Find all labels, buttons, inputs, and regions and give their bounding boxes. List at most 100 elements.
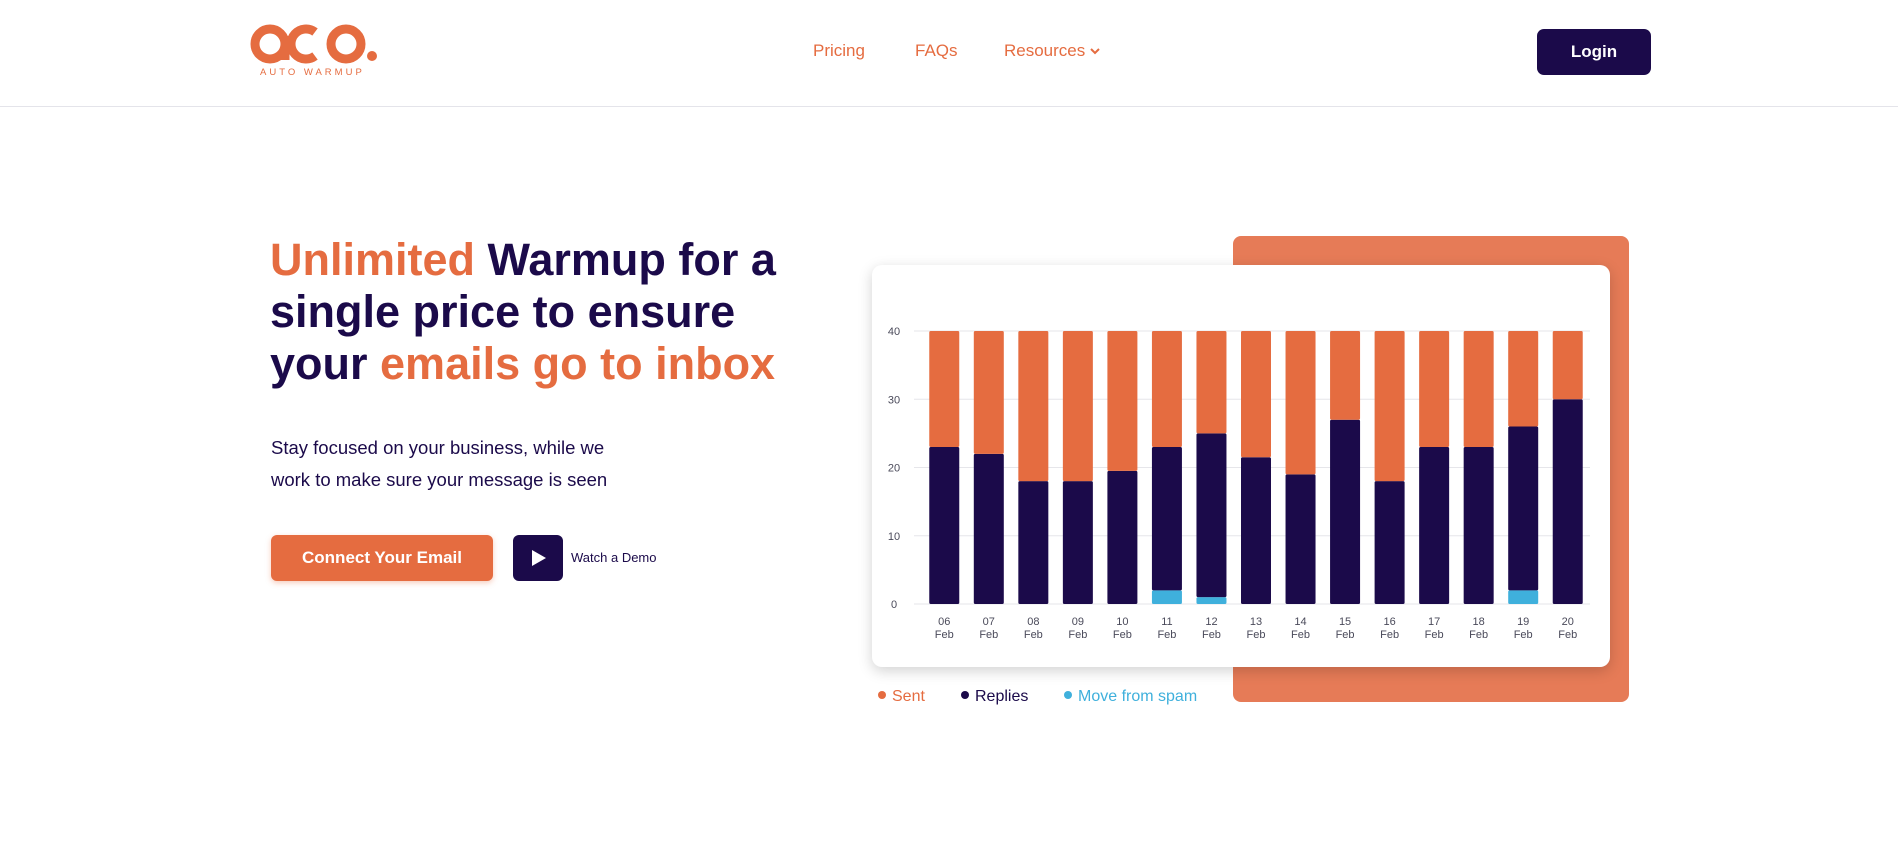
x-tick-label-month: Feb	[1247, 629, 1266, 641]
hero-subtitle: Stay focused on your business, while we w…	[271, 432, 671, 496]
x-tick-label: 08	[1027, 616, 1039, 628]
bar-replies	[973, 453, 1004, 604]
bar-replies	[1018, 481, 1049, 604]
bar-replies	[1151, 447, 1182, 591]
x-tick-label: 07	[983, 616, 995, 628]
x-tick-label: 19	[1517, 616, 1529, 628]
bar-replies	[1508, 426, 1539, 591]
x-tick-label-month: Feb	[1425, 629, 1444, 641]
bar-replies	[1196, 433, 1227, 598]
legend-label-replies: Replies	[975, 688, 1029, 705]
bar-sent	[1285, 331, 1316, 475]
bar-move-from-spam	[1508, 590, 1539, 604]
bar-sent	[1196, 331, 1227, 434]
hero-subtitle-line-1: Stay focused on your business, while we	[271, 437, 605, 458]
site-header: AUTO WARMUP Pricing FAQs Resources Login	[0, 0, 1898, 107]
bar-sent	[929, 331, 960, 448]
x-tick-label-month: Feb	[1558, 629, 1577, 641]
x-tick-label: 18	[1473, 616, 1485, 628]
bar-sent	[973, 331, 1004, 454]
bar-replies	[1241, 457, 1271, 604]
nav-resources-link[interactable]: Resources	[1004, 41, 1100, 61]
connect-email-button[interactable]: Connect Your Email	[271, 535, 493, 581]
bar-replies	[1285, 474, 1316, 604]
bar-sent	[1330, 331, 1361, 420]
x-tick-label: 16	[1383, 616, 1395, 628]
bar-sent	[1463, 331, 1494, 448]
play-icon	[532, 550, 546, 566]
legend-dot-spam	[1064, 691, 1072, 699]
nav-pricing-link[interactable]: Pricing	[813, 41, 865, 60]
warmup-chart-card: 0 10 20 30 40 06 Feb 07 Feb 08 Feb 09 Feb 10 Feb 11 Feb 1…	[872, 265, 1610, 667]
x-tick-label-month: Feb	[1469, 629, 1488, 641]
chevron-down-icon	[1090, 48, 1100, 55]
bar-replies	[1374, 481, 1405, 604]
bar-replies	[1107, 470, 1138, 604]
x-tick-label-month: Feb	[1113, 629, 1132, 641]
x-tick-label: 14	[1294, 616, 1306, 628]
logo[interactable]: AUTO WARMUP	[250, 20, 380, 82]
bar-sent	[1018, 331, 1049, 482]
warmup-chart: 01020304006Feb07Feb08Feb09Feb10Feb11Feb1…	[888, 326, 1590, 641]
legend-label-sent: Sent	[892, 688, 925, 705]
x-tick-label: 10	[1116, 616, 1128, 628]
x-tick-label-month: Feb	[1024, 629, 1043, 641]
login-button[interactable]: Login	[1537, 29, 1651, 75]
nav-faqs-link[interactable]: FAQs	[915, 41, 958, 60]
bar-sent	[1508, 331, 1539, 427]
x-tick-label-month: Feb	[1068, 629, 1087, 641]
y-tick-label: 0	[891, 599, 897, 611]
bar-sent	[1241, 331, 1271, 458]
x-tick-label-month: Feb	[1336, 629, 1355, 641]
legend-item-spam: Move from spam	[1064, 688, 1197, 706]
x-tick-label: 06	[938, 616, 950, 628]
x-tick-label-month: Feb	[1157, 629, 1176, 641]
bar-replies	[1419, 447, 1450, 604]
bar-replies	[1463, 447, 1494, 604]
logo-subtitle: AUTO WARMUP	[260, 67, 365, 78]
x-tick-label: 20	[1562, 616, 1574, 628]
x-tick-label-month: Feb	[935, 629, 954, 641]
bar-move-from-spam	[1151, 590, 1182, 604]
x-tick-label: 09	[1072, 616, 1084, 628]
bar-sent	[1552, 331, 1583, 400]
y-tick-label: 40	[888, 326, 900, 338]
x-tick-label: 17	[1428, 616, 1440, 628]
watch-demo-button[interactable]	[513, 535, 563, 581]
legend-label-spam: Move from spam	[1078, 688, 1198, 705]
bar-sent	[1151, 331, 1182, 448]
x-tick-label-month: Feb	[979, 629, 998, 641]
x-tick-label-month: Feb	[1291, 629, 1310, 641]
x-tick-label-month: Feb	[1202, 629, 1221, 641]
x-tick-label-month: Feb	[1514, 629, 1533, 641]
legend-item-replies: Replies	[961, 688, 1028, 706]
hero-title-accent-1: Unlimited	[270, 234, 476, 285]
x-tick-label: 11	[1161, 616, 1172, 628]
legend-dot-replies	[961, 691, 969, 699]
hero-title-accent-2: emails go to inbox	[380, 338, 776, 389]
hero-title: Unlimited Warmup for a single price to e…	[270, 234, 830, 390]
hero-subtitle-line-2: work to make sure your message is seen	[271, 469, 608, 490]
nav-resources-label: Resources	[1004, 41, 1086, 60]
x-tick-label-month: Feb	[1380, 629, 1399, 641]
hero-title-main: Warmup for a single price to ensure your	[270, 234, 776, 389]
y-tick-label: 30	[888, 394, 900, 406]
bar-move-from-spam	[1196, 597, 1227, 604]
x-tick-label: 13	[1250, 616, 1262, 628]
bar-replies	[1062, 481, 1093, 604]
y-tick-label: 20	[888, 463, 900, 475]
legend-item-sent: Sent	[878, 688, 925, 706]
bar-replies	[1330, 419, 1361, 604]
x-tick-label: 12	[1205, 616, 1217, 628]
watch-demo-label[interactable]: Watch a Demo	[571, 550, 657, 565]
x-tick-label: 15	[1339, 616, 1351, 628]
y-tick-label: 10	[888, 531, 900, 543]
bar-replies	[1552, 399, 1583, 604]
logo-mark-icon	[250, 24, 377, 64]
bar-sent	[1419, 331, 1450, 448]
bar-sent	[1062, 331, 1093, 482]
bar-replies	[929, 447, 960, 604]
bar-sent	[1107, 331, 1138, 471]
legend-dot-sent	[878, 691, 886, 699]
bar-sent	[1374, 331, 1405, 482]
